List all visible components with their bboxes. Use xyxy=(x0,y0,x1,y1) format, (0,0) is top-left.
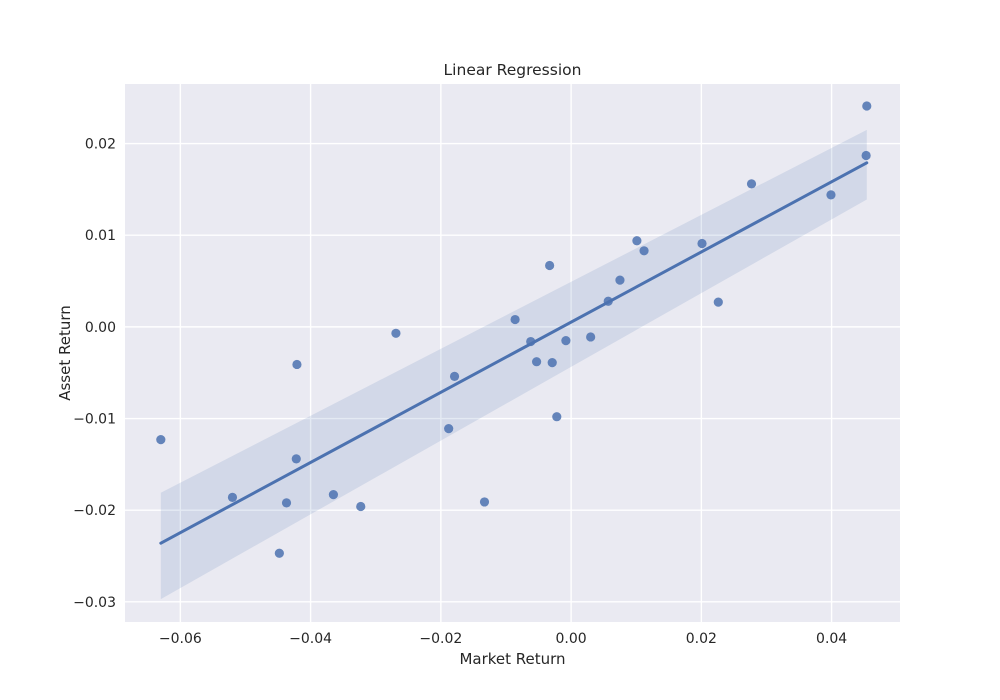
data-point xyxy=(391,328,401,338)
x-tick-labels: −0.06 −0.04 −0.02 0.00 0.02 0.04 xyxy=(159,631,847,647)
x-tick-label: 0.02 xyxy=(686,631,717,647)
data-point xyxy=(274,548,284,558)
y-tick-label: 0.02 xyxy=(85,137,116,153)
data-point xyxy=(547,358,557,368)
x-axis-label: Market Return xyxy=(459,650,565,668)
data-point xyxy=(292,359,302,370)
y-tick-labels: −0.03 −0.02 −0.01 0.00 0.01 0.02 xyxy=(73,137,116,611)
data-point xyxy=(746,179,757,189)
data-point xyxy=(552,412,562,422)
data-point xyxy=(615,275,625,285)
data-point xyxy=(632,236,642,246)
data-point xyxy=(479,497,490,507)
data-point xyxy=(227,492,238,502)
data-point xyxy=(281,498,292,508)
x-tick-label: −0.04 xyxy=(289,631,332,647)
data-point xyxy=(861,150,871,161)
grid-lines xyxy=(125,84,900,622)
data-point xyxy=(531,357,542,367)
x-tick-label: 0.04 xyxy=(816,631,847,647)
data-point xyxy=(328,490,339,500)
data-point xyxy=(526,336,536,347)
x-tick-label: 0.00 xyxy=(556,631,587,647)
data-point xyxy=(826,190,836,200)
y-axis-label: Asset Return xyxy=(56,305,74,401)
data-point xyxy=(510,314,520,325)
data-point xyxy=(713,297,723,307)
data-point xyxy=(545,260,555,271)
x-tick-label: −0.02 xyxy=(419,631,462,647)
data-point xyxy=(603,296,613,306)
data-point xyxy=(639,246,649,256)
data-point xyxy=(697,238,707,249)
chart-title: Linear Regression xyxy=(444,61,582,79)
regression-line xyxy=(159,161,869,545)
data-point xyxy=(156,435,166,445)
data-points xyxy=(156,101,872,558)
data-point xyxy=(449,371,460,381)
y-tick-label: −0.02 xyxy=(73,503,116,519)
data-point xyxy=(291,454,301,464)
data-point xyxy=(356,501,366,512)
confidence-band xyxy=(160,129,867,600)
y-tick-label: −0.03 xyxy=(73,595,116,611)
data-point xyxy=(444,424,454,434)
y-tick-label: −0.01 xyxy=(73,412,116,428)
y-tick-label: 0.01 xyxy=(85,228,116,244)
x-tick-label: −0.06 xyxy=(159,631,202,647)
data-point xyxy=(561,336,571,346)
y-tick-label: 0.00 xyxy=(85,320,116,336)
data-point xyxy=(862,101,872,111)
data-point xyxy=(586,332,596,342)
